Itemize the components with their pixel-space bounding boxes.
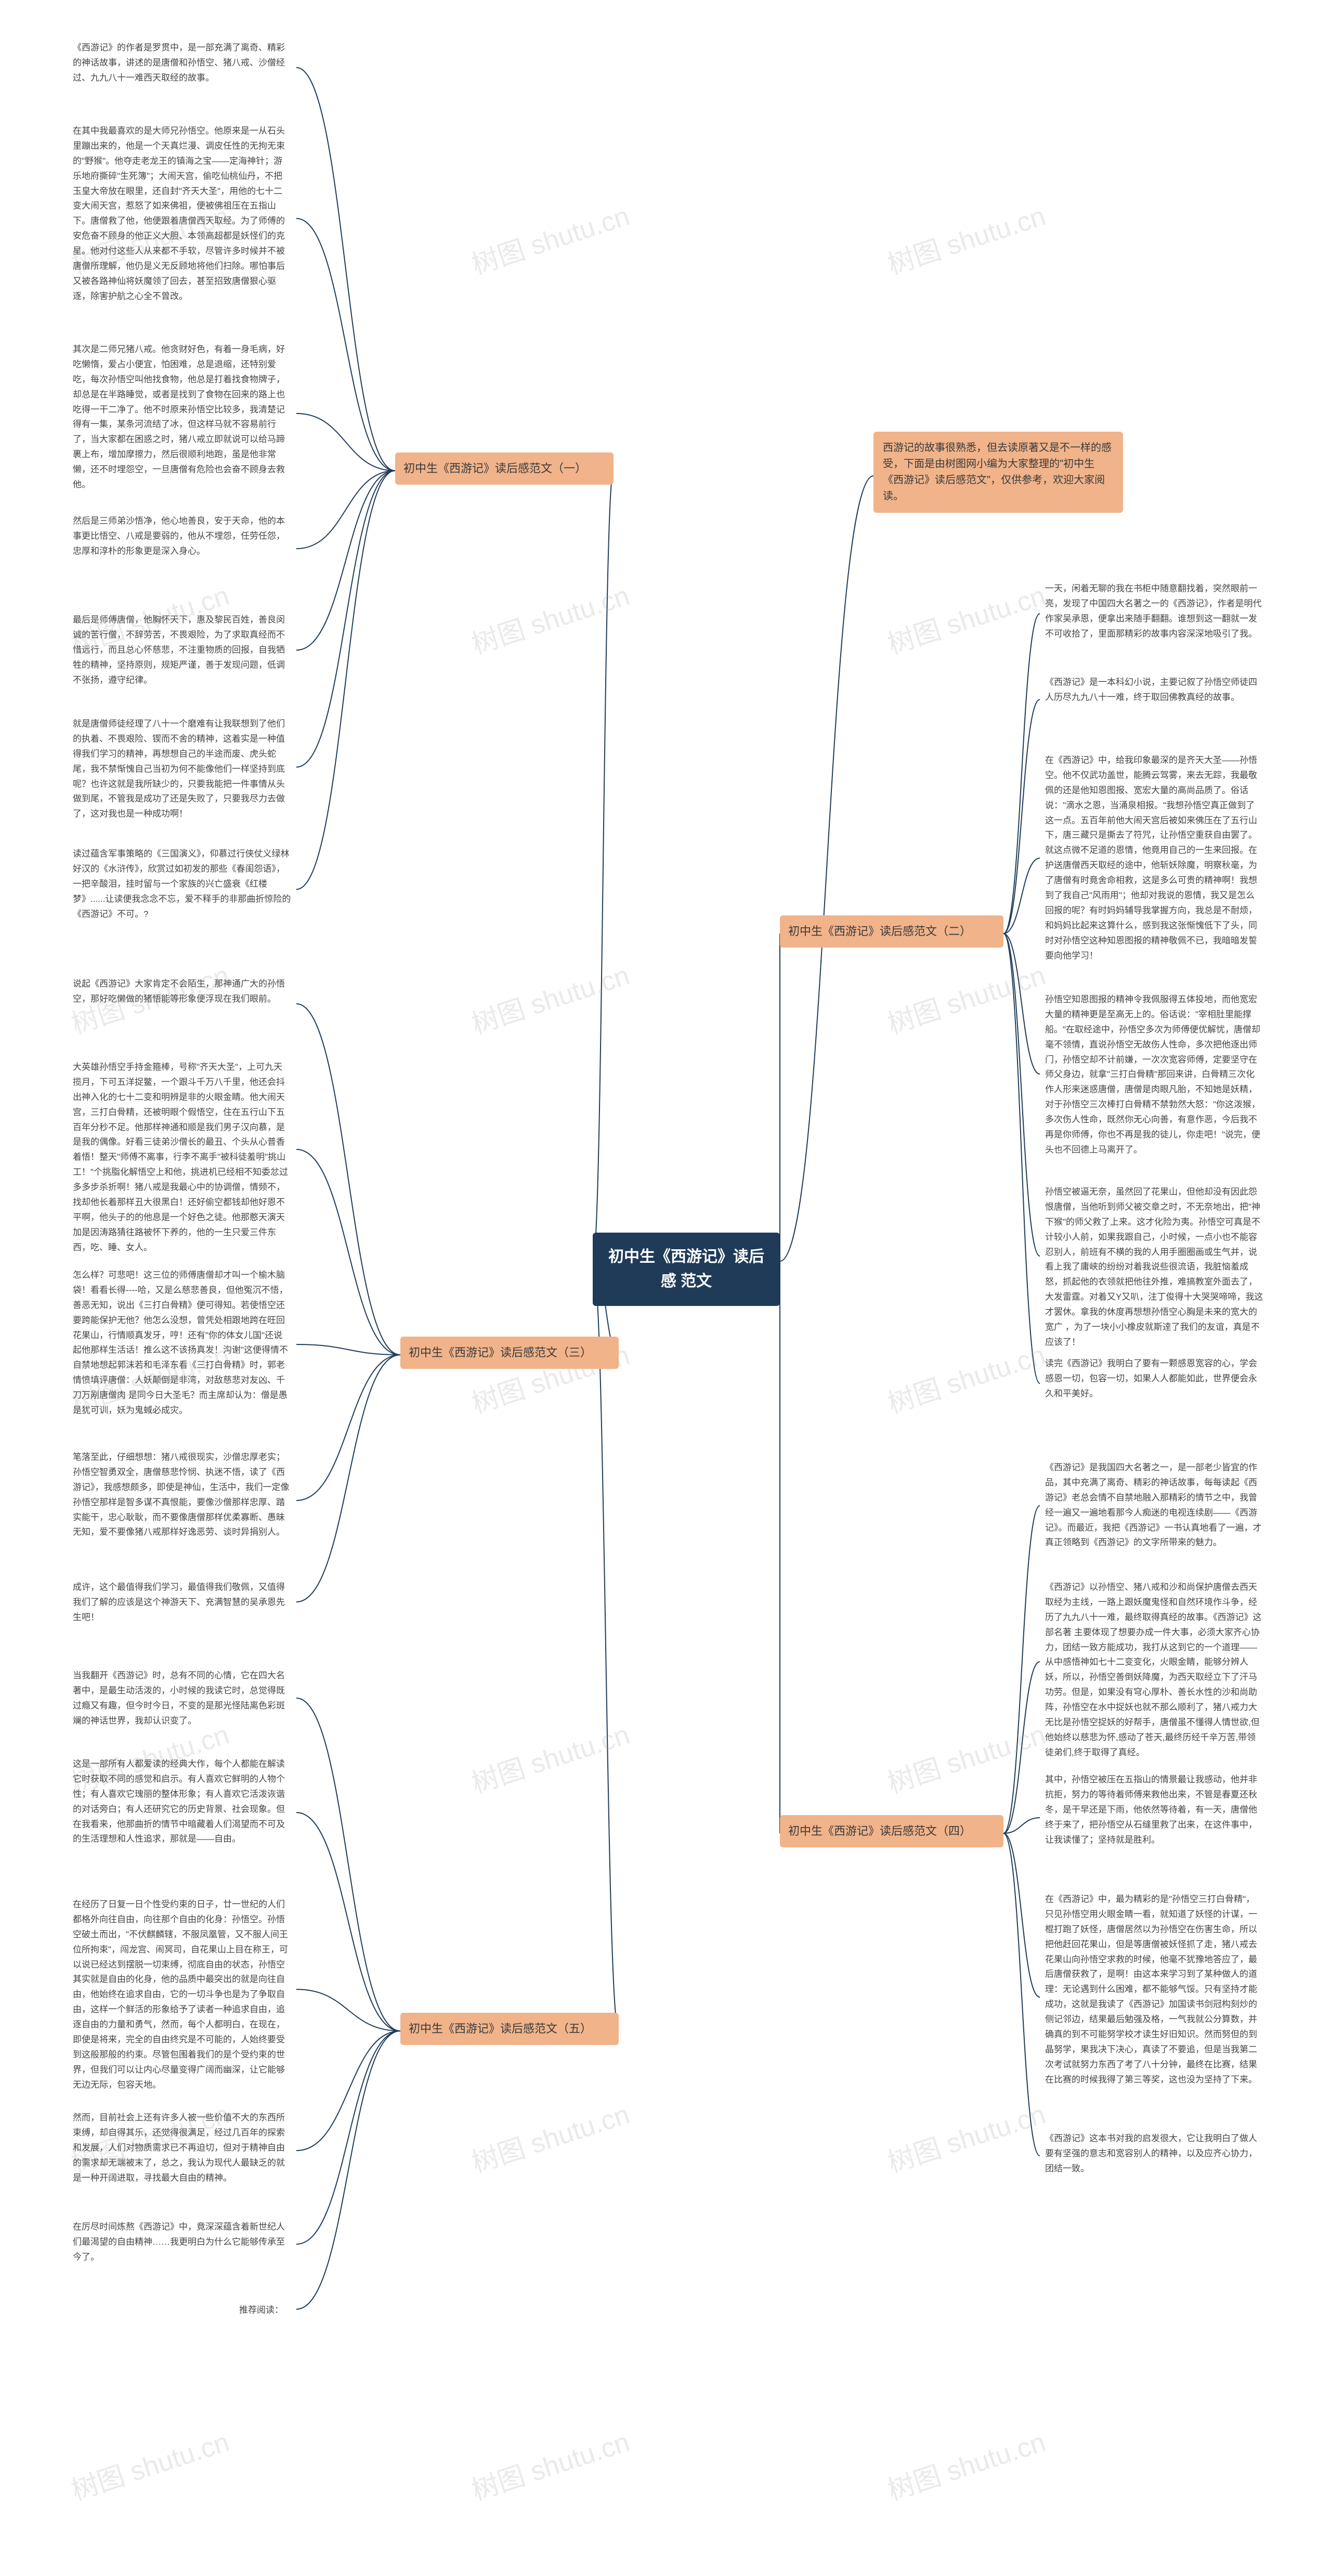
watermark: 树图 shutu.cn xyxy=(66,2420,233,2508)
leaf-b1l5: 最后是师傅唐僧，他胸怀天下，惠及黎民百姓，善良闵诚的苦行僧，不辞劳苦，不畏艰险，… xyxy=(68,609,296,692)
leaf-b3l2: 大英雄孙悟空手持金箍棒，号称"齐天大圣"，上可九天揽月，下可五洋捉鳖，一个跟斗千… xyxy=(68,1056,296,1260)
leaf-b2l6: 读完《西游记》我明白了要有一颗感恩宽容的心，学会感恩一切，包容一切，如果人人都能… xyxy=(1040,1352,1269,1406)
leaf-b2l4: 孙悟空知恩图报的精神令我佩服得五体投地，而他宽宏大量的精神更是至高无上的。俗话说… xyxy=(1040,988,1269,1162)
watermark: 树图 shutu.cn xyxy=(466,953,634,1041)
leaf-b1l2: 在其中我最喜欢的是大师兄孙悟空。他原来是一从石头里蹦出来的，他是一个天真烂漫、调… xyxy=(68,120,296,308)
watermark: 树图 shutu.cn xyxy=(882,194,1050,282)
leaf-b4l1: 《西游记》是我国四大名著之一，是一部老少皆宜的作品，其中充满了离奇、精彩的神话故… xyxy=(1040,1456,1269,1555)
leaf-b5l5: 在厉尽时间炼熬《西游记》中，竟深深蕴含着新世纪人们最渴望的自由精神……我更明白为… xyxy=(68,2216,296,2269)
leaf-b3l1: 说起《西游记》大家肯定不会陌生，那神通广大的孙悟空，那好吃懒做的猪悟能等形象便浮… xyxy=(68,973,296,1011)
branch-b1: 初中生《西游记》读后感范文（一） xyxy=(395,452,614,485)
leaf-b1l3: 其次是二师兄猪八戒。他贪财好色，有着一身毛病，好吃懒惰，爱占小便宜，怕困难，总是… xyxy=(68,338,296,497)
leaf-b2l5: 孙悟空被逼无奈，虽然回了花果山，但他却没有因此怨恨唐僧，当他听到师父被交章之时，… xyxy=(1040,1181,1269,1354)
watermark: 树图 shutu.cn xyxy=(882,953,1050,1041)
leaf-b4l2: 《西游记》以孙悟空、猪八戒和沙和尚保护唐僧去西天取经为主线，一路上跟妖魔鬼怪和自… xyxy=(1040,1576,1269,1765)
leaf-b1l1: 《西游记》的作者是罗贯中，是一部充满了离奇、精彩的神话故事，讲述的是唐僧和孙悟空… xyxy=(68,36,296,90)
leaf-b1l4: 然后是三师弟沙悟净，他心地善良，安于天命，他的本事更比悟空、八戒是要弱的，他从不… xyxy=(68,510,296,563)
intro-node: 西游记的故事很熟悉，但去读原著又是不一样的感受，下面是由树图网小编为大家整理的"… xyxy=(873,432,1123,513)
watermark: 树图 shutu.cn xyxy=(466,2420,634,2508)
root-node: 初中生《西游记》读后感 范文 xyxy=(593,1233,780,1306)
leaf-b4l4: 在《西游记》中，最为精彩的是"孙悟空三打白骨精"，只见孙悟空用火眼金睛一看，就知… xyxy=(1040,1888,1269,2092)
leaf-b1l6: 就是唐僧师徒经理了八十一个磨难有让我联想到了他们的执着、不畏艰险、锲而不舍的精神… xyxy=(68,713,296,826)
leaf-b5l3: 在经历了日复一日个性受约束的日子，廿一世纪的人们都格外向往自由，向往那个自由的化… xyxy=(68,1893,296,2097)
watermark: 树图 shutu.cn xyxy=(882,574,1050,662)
leaf-b4l3: 其中，孙悟空被压在五指山的情景最让我感动，他并非抗拒，努力的等待着师傅来救他出来… xyxy=(1040,1768,1269,1852)
watermark: 树图 shutu.cn xyxy=(466,574,634,662)
leaf-b2l2: 《西游记》是一本科幻小说，主要记叙了孙悟空师徒四人历尽九九八十一难，终于取回佛教… xyxy=(1040,671,1269,709)
watermark: 树图 shutu.cn xyxy=(466,1713,634,1801)
watermark: 树图 shutu.cn xyxy=(882,1713,1050,1801)
watermark: 树图 shutu.cn xyxy=(882,2092,1050,2180)
leaf-b5l1: 当我翻开《西游记》时，总有不同的心情，它在四大名著中，是最生动活泼的，小时候的我… xyxy=(68,1664,296,1733)
mindmap-canvas: 树图 shutu.cn 树图 shutu.cn 树图 shutu.cn 树图 shut… xyxy=(0,0,1331,2576)
leaf-b3l4: 笔落至此，仔细想想：猪八戒很现实，沙僧忠厚老实；孙悟空智勇双全，唐僧慈悲怜悯、执… xyxy=(68,1446,296,1544)
leaf-b5l2: 这是一部所有人都爱读的经典大作，每个人都能在解读它时获取不同的感觉和启示。有人喜… xyxy=(68,1753,296,1851)
leaf-b4l5: 《西游记》这本书对我的启发很大，它让我明白了做人要有坚强的意志和宽容别人的精神，… xyxy=(1040,2127,1269,2181)
leaf-b1l7: 读过蕴含军事策略的《三国演义》，仰慕过行侠仗义绿林好汉的《水浒传》，欣赏过如初发… xyxy=(68,843,296,926)
leaf-b5l4: 然而，目前社会上还有许多人被一些价值不大的东西所束缚，却自得其乐，还觉得很满足，… xyxy=(68,2106,296,2190)
leaf-b5l6: 推荐阅读： xyxy=(234,2299,296,2322)
leaf-b2l3: 在《西游记》中，给我印象最深的是齐天大圣——孙悟空。他不仅武功盖世，能腾云驾雾，… xyxy=(1040,749,1269,967)
branch-b5: 初中生《西游记》读后感范文（五） xyxy=(400,2013,619,2045)
watermark: 树图 shutu.cn xyxy=(466,2092,634,2180)
leaf-b3l5: 成许，这个最值得我们学习，最值得我们敬佩，又值得我们了解的应该是这个神游天下、充… xyxy=(68,1576,296,1629)
watermark: 树图 shutu.cn xyxy=(882,2420,1050,2508)
leaf-b3l3: 怎么样？可悲吧！这三位的师傅唐僧却才叫一个榆木脑袋！看看长得----哈，又是么慈… xyxy=(68,1264,296,1422)
branch-b4: 初中生《西游记》读后感范文（四） xyxy=(780,1815,1003,1847)
branch-b2: 初中生《西游记》读后感范文（二） xyxy=(780,915,1003,948)
watermark: 树图 shutu.cn xyxy=(882,1333,1050,1421)
leaf-b2l1: 一天，闲着无聊的我在书柜中随意翻找着，突然眼前一亮，发现了中国四大名著之一的《西… xyxy=(1040,577,1269,646)
branch-b3: 初中生《西游记》读后感范文（三） xyxy=(400,1337,619,1369)
watermark: 树图 shutu.cn xyxy=(466,194,634,282)
